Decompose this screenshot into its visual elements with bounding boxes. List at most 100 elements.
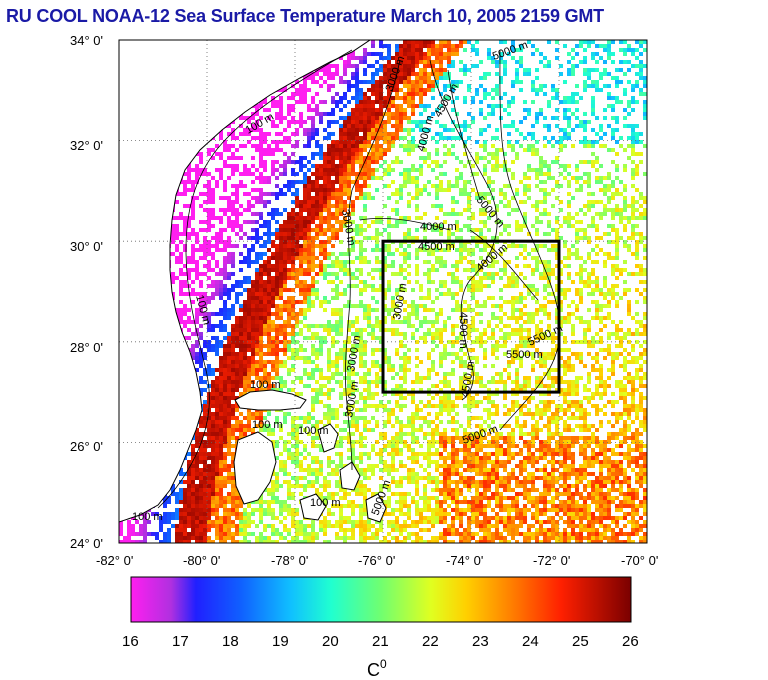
sst-pixel: [619, 180, 623, 184]
sst-pixel: [443, 284, 447, 288]
sst-pixel: [279, 276, 283, 280]
sst-pixel: [555, 92, 559, 96]
sst-pixel: [511, 96, 515, 100]
sst-pixel: [559, 324, 563, 328]
sst-pixel: [259, 316, 263, 320]
sst-pixel: [351, 140, 355, 144]
sst-pixel: [631, 200, 635, 204]
sst-pixel: [627, 48, 631, 52]
sst-pixel: [211, 256, 215, 260]
sst-pixel: [375, 80, 379, 84]
sst-pixel: [367, 332, 371, 336]
sst-pixel: [443, 160, 447, 164]
sst-pixel: [423, 244, 427, 248]
sst-pixel: [447, 212, 451, 216]
sst-pixel: [195, 268, 199, 272]
sst-pixel: [583, 140, 587, 144]
sst-pixel: [347, 164, 351, 168]
sst-pixel: [335, 104, 339, 108]
sst-pixel: [379, 132, 383, 136]
sst-pixel: [435, 244, 439, 248]
sst-pixel: [623, 48, 627, 52]
sst-pixel: [443, 320, 447, 324]
sst-pixel: [427, 72, 431, 76]
sst-pixel: [415, 104, 419, 108]
sst-pixel: [559, 272, 563, 276]
sst-pixel: [503, 168, 507, 172]
sst-pixel: [419, 88, 423, 92]
sst-pixel: [511, 148, 515, 152]
sst-pixel: [375, 124, 379, 128]
sst-pixel: [475, 196, 479, 200]
sst-pixel: [199, 160, 203, 164]
sst-pixel: [395, 112, 399, 116]
sst-pixel: [363, 112, 367, 116]
sst-pixel: [323, 248, 327, 252]
sst-pixel: [543, 288, 547, 292]
sst-pixel: [207, 228, 211, 232]
sst-pixel: [595, 132, 599, 136]
sst-pixel: [423, 76, 427, 80]
sst-pixel: [631, 212, 635, 216]
sst-pixel: [227, 244, 231, 248]
sst-pixel: [495, 152, 499, 156]
sst-pixel: [371, 284, 375, 288]
sst-pixel: [643, 312, 647, 316]
sst-pixel: [511, 84, 515, 88]
sst-pixel: [607, 292, 611, 296]
sst-pixel: [523, 284, 527, 288]
sst-pixel: [571, 176, 575, 180]
sst-pixel: [343, 220, 347, 224]
sst-pixel: [359, 260, 363, 264]
sst-pixel: [187, 328, 191, 332]
sst-pixel: [263, 296, 267, 300]
sst-pixel: [395, 292, 399, 296]
sst-pixel: [643, 296, 647, 300]
sst-pixel: [299, 92, 303, 96]
sst-pixel: [323, 216, 327, 220]
sst-pixel: [255, 292, 259, 296]
sst-pixel: [279, 228, 283, 232]
sst-pixel: [499, 104, 503, 108]
sst-pixel: [635, 300, 639, 304]
sst-pixel: [583, 56, 587, 60]
sst-pixel: [563, 116, 567, 120]
sst-pixel: [499, 52, 503, 56]
sst-pixel: [331, 100, 335, 104]
sst-pixel: [331, 272, 335, 276]
sst-pixel: [491, 164, 495, 168]
sst-pixel: [367, 124, 371, 128]
sst-pixel: [235, 224, 239, 228]
sst-pixel: [495, 208, 499, 212]
sst-pixel: [547, 164, 551, 168]
sst-pixel: [279, 120, 283, 124]
sst-pixel: [623, 164, 627, 168]
sst-pixel: [391, 104, 395, 108]
sst-pixel: [231, 284, 235, 288]
sst-pixel: [527, 264, 531, 268]
sst-pixel: [403, 220, 407, 224]
sst-pixel: [207, 240, 211, 244]
sst-pixel: [439, 104, 443, 108]
sst-pixel: [323, 164, 327, 168]
sst-pixel: [575, 52, 579, 56]
sst-pixel: [607, 48, 611, 52]
sst-pixel: [219, 228, 223, 232]
sst-pixel: [611, 160, 615, 164]
sst-pixel: [547, 324, 551, 328]
sst-pixel: [491, 328, 495, 332]
sst-pixel: [615, 332, 619, 336]
sst-pixel: [451, 208, 455, 212]
sst-pixel: [175, 256, 179, 260]
sst-pixel: [347, 80, 351, 84]
sst-pixel: [243, 192, 247, 196]
sst-pixel: [567, 316, 571, 320]
sst-pixel: [499, 232, 503, 236]
sst-pixel: [327, 160, 331, 164]
sst-pixel: [255, 280, 259, 284]
sst-pixel: [355, 136, 359, 140]
sst-pixel: [315, 204, 319, 208]
sst-pixel: [623, 208, 627, 212]
sst-pixel: [627, 220, 631, 224]
sst-pixel: [407, 72, 411, 76]
